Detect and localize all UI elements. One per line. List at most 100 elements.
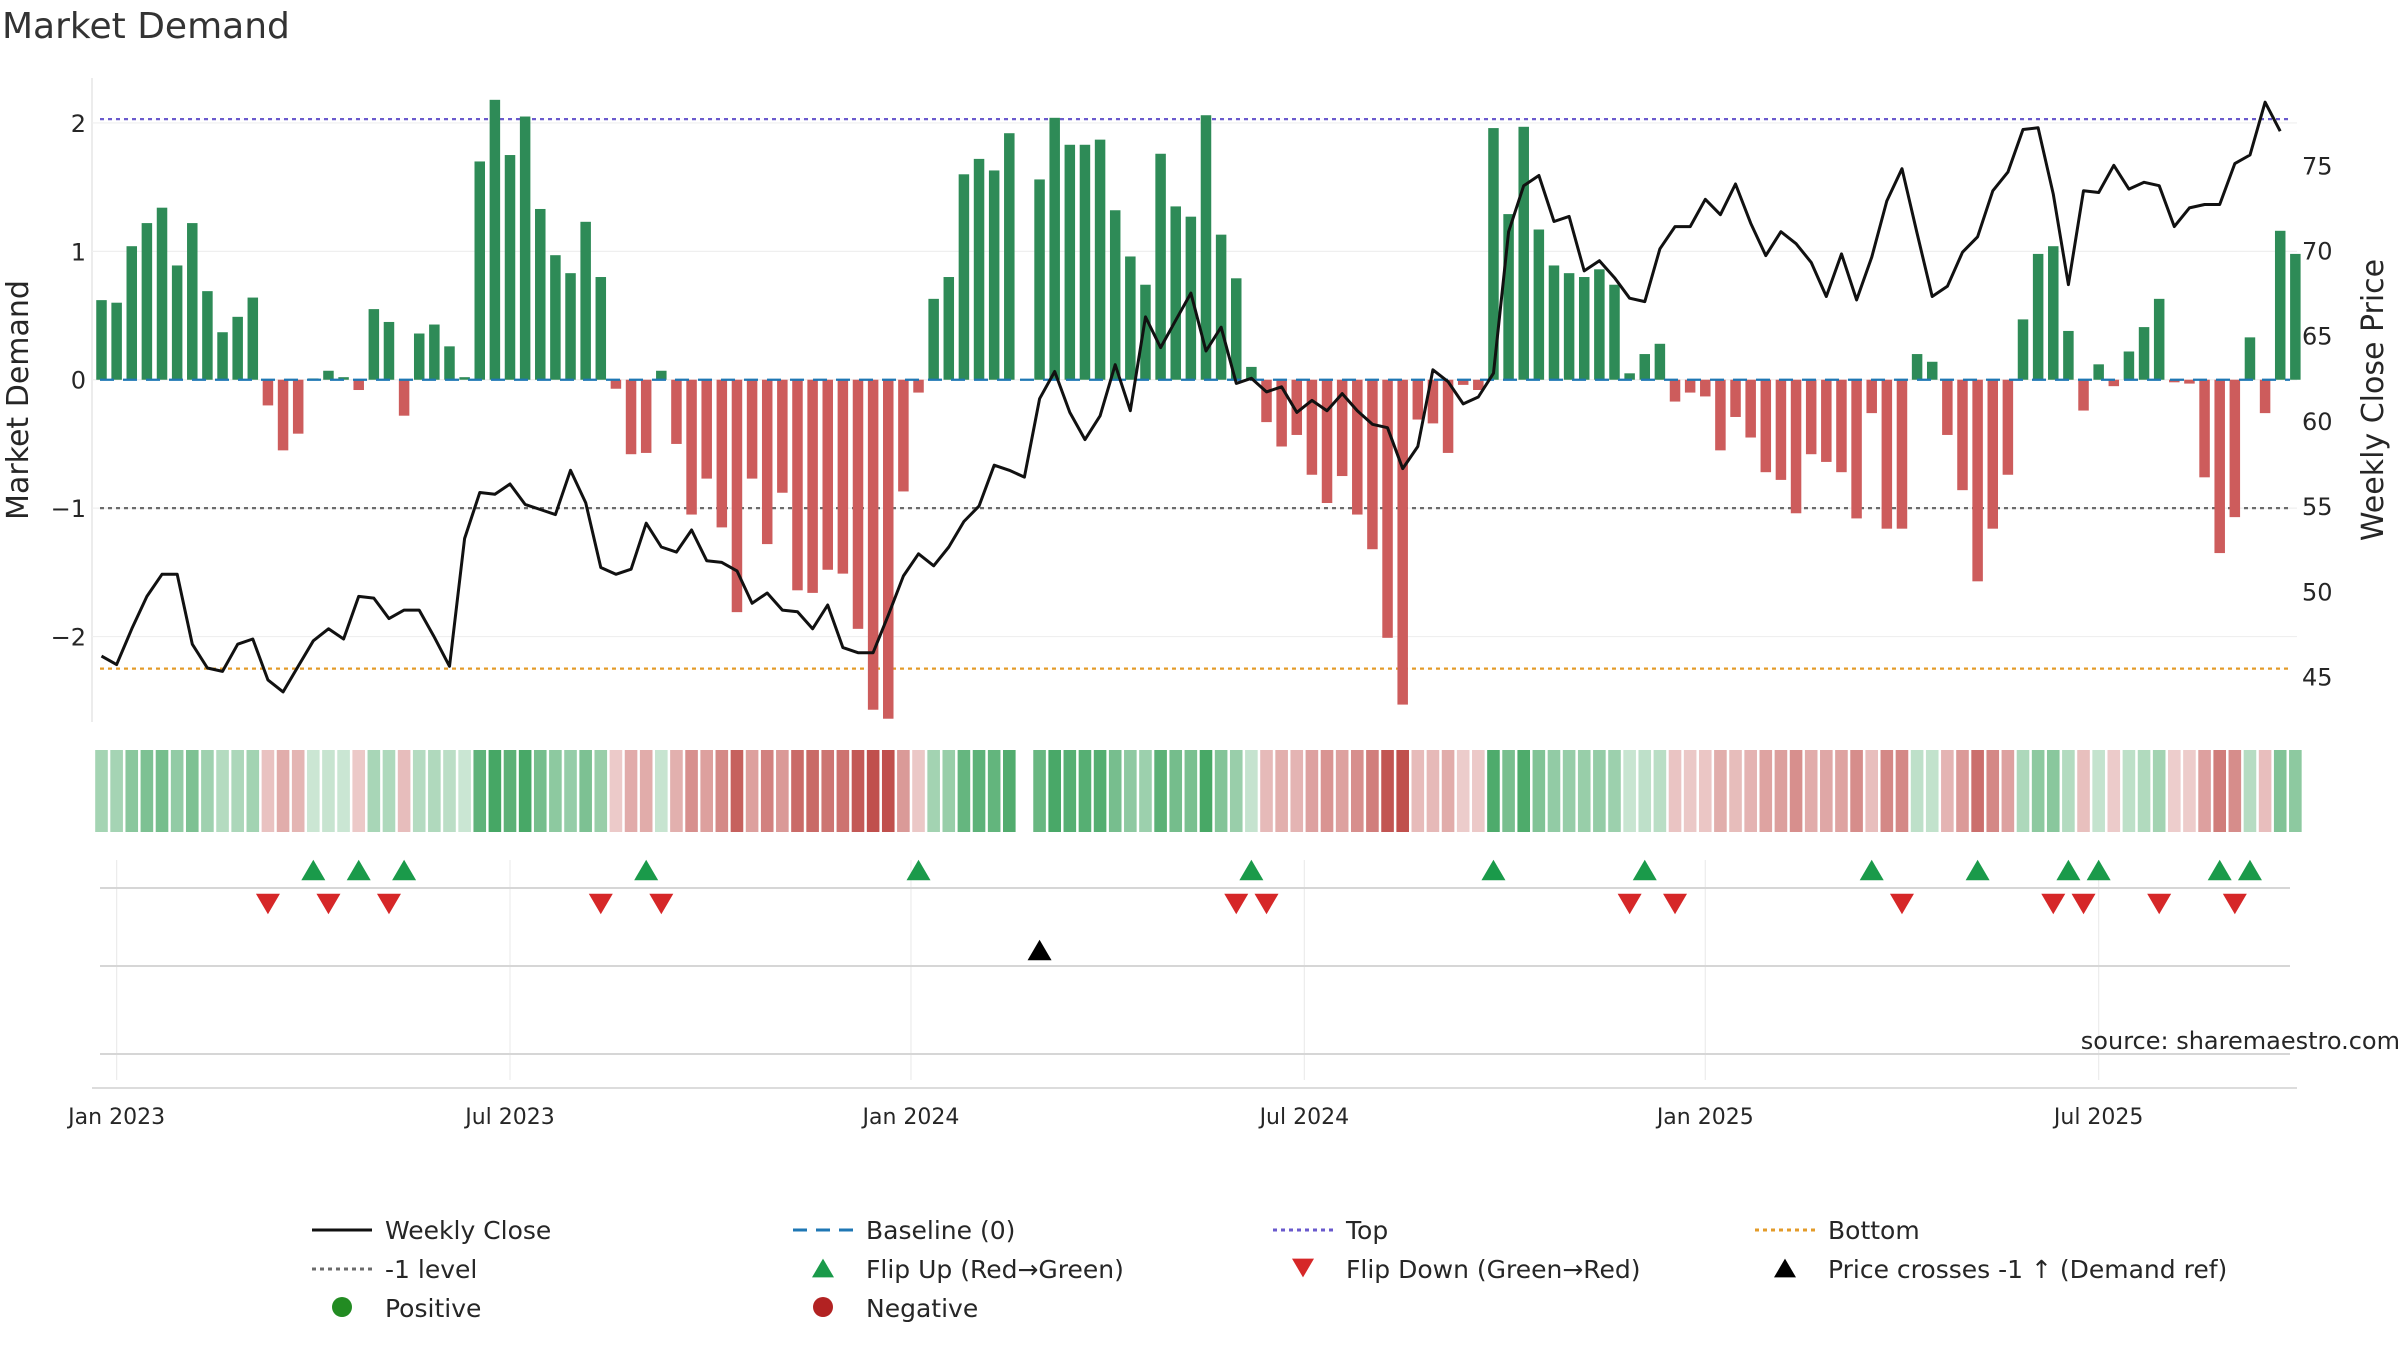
heat-cell (1003, 750, 1016, 832)
heat-cell (881, 750, 895, 832)
demand-bar (1155, 153, 1166, 380)
weekly-close-line (100, 100, 2282, 694)
heat-cell (2168, 750, 2181, 832)
demand-bar (459, 377, 470, 380)
flip-down-marker (1889, 893, 1914, 915)
demand-bar (792, 379, 803, 591)
heat-cell (1502, 750, 1515, 832)
demand-bar (1972, 379, 1983, 582)
demand-bar (761, 379, 773, 545)
demand-bar (1488, 128, 1499, 380)
demand-bar (1654, 343, 1666, 380)
heat-cell (1366, 750, 1379, 832)
flip-up-marker (1859, 859, 1884, 881)
heat-cell (1744, 750, 1757, 832)
demand-bar (913, 379, 924, 393)
demand-bar (2032, 253, 2044, 380)
heat-cell (987, 750, 1001, 832)
heat-cell (2062, 750, 2075, 832)
demand-bar (474, 161, 485, 380)
heat-cell (201, 750, 214, 832)
demand-bar (1079, 144, 1091, 380)
heat-cell (639, 750, 653, 832)
demand-bar (126, 246, 138, 380)
heat-cell (155, 750, 169, 832)
heat-cell (1472, 750, 1485, 832)
legend-label: Negative (866, 1294, 978, 1323)
heat-cell (1108, 750, 1122, 832)
heat-cell (1608, 750, 1621, 832)
demand-bar (1261, 379, 1272, 423)
heat-cell (276, 750, 290, 832)
demand-bar (686, 379, 697, 515)
demand-bar (519, 116, 531, 380)
demand-bar (988, 170, 1000, 380)
demand-bar (1170, 206, 1181, 380)
heat-cell (2198, 750, 2211, 832)
demand-bar (1457, 379, 1469, 385)
demand-bar (1669, 379, 1681, 402)
demand-bar (1427, 379, 1439, 424)
demand-bar (883, 379, 894, 719)
legend-swatch (1292, 1258, 1314, 1278)
demand-bar (277, 379, 289, 451)
demand-bar (2259, 379, 2271, 414)
demand-bar (1215, 234, 1227, 380)
demand-bar (338, 377, 349, 380)
heat-cell (1139, 750, 1152, 832)
left-tick-label: −1 (51, 495, 86, 523)
demand-bar (1094, 139, 1106, 380)
legend-item: Positive (332, 1294, 481, 1323)
heat-cell (1154, 750, 1167, 832)
x-tick-label: Jul 2025 (2052, 1105, 2144, 1130)
x-tick-label: Jul 2024 (1258, 1105, 1350, 1130)
demand-bar (1926, 361, 1938, 380)
demand-bar (2078, 379, 2089, 411)
heat-cell (140, 750, 154, 832)
heat-cell (2107, 750, 2121, 832)
demand-bar (1881, 379, 1893, 529)
demand-bar (746, 379, 758, 479)
heat-cell (458, 750, 471, 832)
demand-bar (867, 379, 879, 710)
demand-bar (1518, 126, 1529, 380)
right-tick-label: 60 (2302, 408, 2333, 436)
demand-bar (232, 316, 243, 380)
heat-cell (443, 750, 456, 832)
legend-label: Flip Up (Red→Green) (866, 1255, 1124, 1284)
demand-bar (777, 379, 788, 493)
heat-cell (549, 750, 562, 832)
heat-cell (397, 750, 411, 832)
right-tick-label: 75 (2302, 152, 2333, 180)
demand-bar (1503, 214, 1514, 380)
demand-bar (2244, 337, 2256, 380)
demand-bar (1473, 379, 1484, 391)
heat-cell (1971, 750, 1984, 832)
demand-bar (368, 309, 380, 380)
demand-bar (96, 300, 107, 380)
heat-cell (473, 750, 487, 832)
demand-bar (323, 370, 334, 380)
heat-cell (1124, 750, 1137, 832)
demand-bar (1851, 379, 1862, 519)
demand-bar (1684, 379, 1696, 393)
demand-bar (2138, 327, 2150, 380)
demand-bar (1624, 373, 1635, 380)
demand-bar (580, 221, 591, 380)
heat-cell (1260, 750, 1273, 832)
heat-cell (776, 750, 789, 832)
demand-bar (1563, 273, 1575, 380)
heat-cell (261, 750, 275, 832)
demand-bar (1715, 379, 1726, 451)
heat-cell (503, 750, 517, 832)
heat-cell (760, 750, 774, 832)
heat-cell (322, 750, 335, 832)
heat-cell (1986, 750, 2000, 832)
x-tick-label: Jan 2025 (1655, 1105, 1754, 1130)
demand-bar (716, 379, 728, 528)
heat-cell (1048, 750, 1061, 832)
heat-cell (307, 750, 320, 832)
demand-bar (807, 379, 818, 593)
demand-bar (898, 379, 909, 492)
